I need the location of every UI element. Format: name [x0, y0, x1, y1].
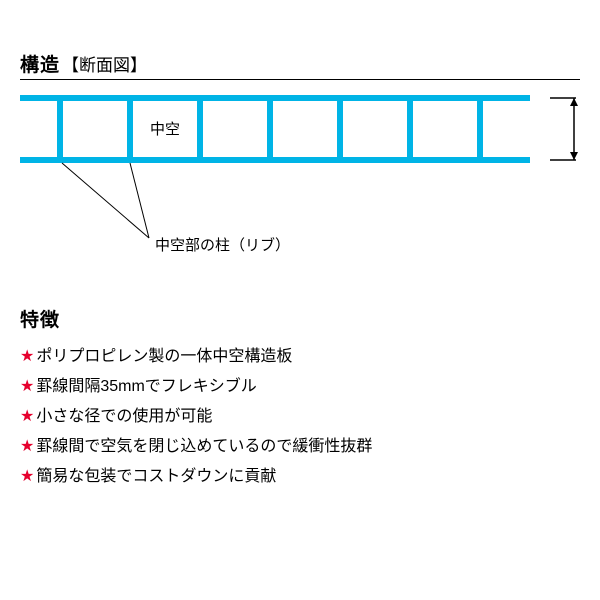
feature-item: ★罫線間隔35mmでフレキシブル: [20, 372, 580, 396]
structure-title: 構造: [20, 50, 60, 77]
star-icon: ★: [20, 376, 34, 396]
star-icon: ★: [20, 466, 34, 486]
star-icon: ★: [20, 406, 34, 426]
feature-item: ★罫線間で空気を閉じ込めているので緩衝性抜群: [20, 432, 580, 456]
structure-subtitle: 【断面図】: [62, 51, 147, 76]
star-icon: ★: [20, 436, 34, 456]
feature-text: 簡易な包装でコストダウンに貢献: [36, 462, 276, 486]
feature-text: 小さな径での使用が可能: [36, 402, 212, 426]
section-title-row: 構造 【断面図】: [20, 50, 580, 80]
feature-item: ★ポリプロピレン製の一体中空構造板: [20, 342, 580, 366]
cross-section-diagram: 中空中空部の柱（リブ）厚み: [20, 90, 580, 265]
features-list: ★ポリプロピレン製の一体中空構造板★罫線間隔35mmでフレキシブル★小さな径での…: [20, 342, 580, 486]
star-icon: ★: [20, 346, 34, 366]
feature-item: ★簡易な包装でコストダウンに貢献: [20, 462, 580, 486]
features-heading: 特徴: [20, 305, 580, 332]
svg-text:中空: 中空: [150, 121, 180, 138]
feature-text: ポリプロピレン製の一体中空構造板: [36, 342, 292, 366]
feature-text: 罫線間隔35mmでフレキシブル: [36, 372, 256, 396]
svg-text:中空部の柱（リブ）: 中空部の柱（リブ）: [155, 236, 290, 254]
cross-section-svg: 中空中空部の柱（リブ）厚み: [20, 90, 580, 265]
feature-item: ★小さな径での使用が可能: [20, 402, 580, 426]
feature-text: 罫線間で空気を閉じ込めているので緩衝性抜群: [36, 432, 372, 456]
